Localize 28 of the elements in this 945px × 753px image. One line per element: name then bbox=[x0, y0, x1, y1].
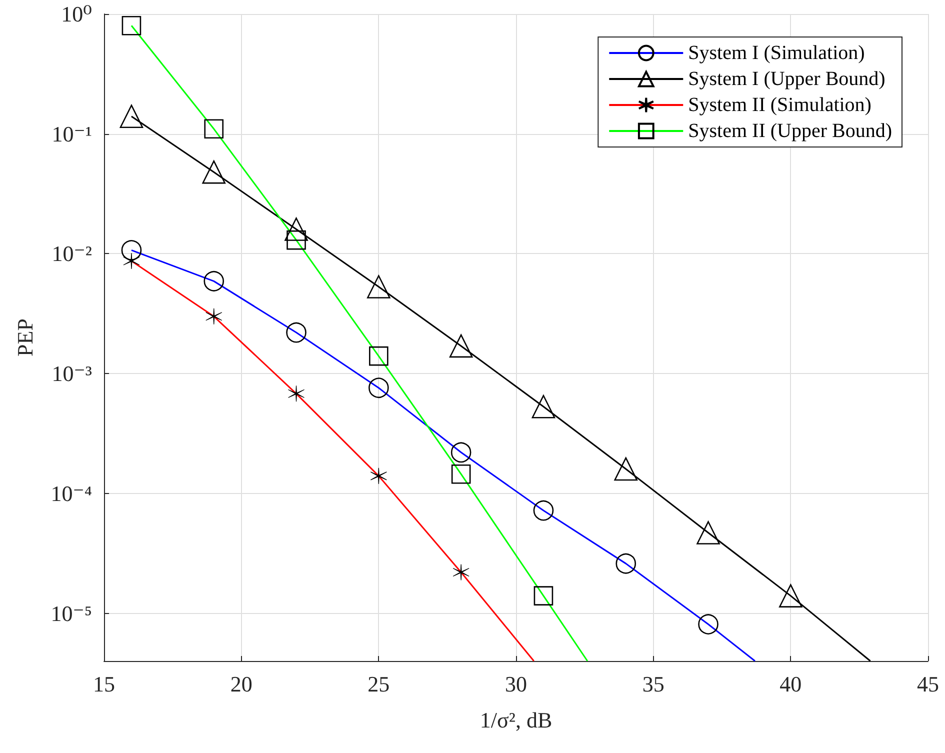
point bbox=[696, 521, 720, 544]
x-tick-label: 40 bbox=[780, 672, 802, 696]
x-tick-label: 15 bbox=[93, 672, 115, 696]
legend-label: System II (Simulation) bbox=[688, 94, 872, 116]
y-tick-label: 10⁻¹ bbox=[52, 121, 92, 146]
legend-label: System I (Simulation) bbox=[688, 42, 865, 64]
legend-label: System II (Upper Bound) bbox=[688, 120, 892, 142]
point bbox=[449, 334, 473, 358]
point bbox=[532, 394, 556, 418]
x-tick-label: 25 bbox=[368, 672, 390, 696]
x-axis-title: 1/σ², dB bbox=[480, 708, 552, 732]
point bbox=[284, 218, 308, 241]
y-tick-label: 10⁻² bbox=[52, 241, 92, 266]
point bbox=[202, 160, 226, 184]
y-tick-label: 10⁰ bbox=[61, 2, 92, 26]
y-tick-label: 10⁻⁵ bbox=[50, 600, 92, 626]
x-tick-label: 35 bbox=[642, 672, 664, 696]
y-axis-title: PEP bbox=[12, 318, 38, 356]
point bbox=[614, 457, 638, 481]
point bbox=[367, 275, 390, 298]
x-tick-label: 20 bbox=[230, 672, 252, 696]
legend-label: System I (Upper Bound) bbox=[688, 68, 886, 90]
x-tick-label: 45 bbox=[917, 672, 939, 696]
x-tick-label: 30 bbox=[505, 672, 527, 696]
y-tick-label: 10⁻³ bbox=[52, 361, 92, 386]
y-tick-label: 10⁻⁴ bbox=[50, 480, 92, 506]
point bbox=[779, 584, 802, 608]
point bbox=[120, 104, 144, 128]
